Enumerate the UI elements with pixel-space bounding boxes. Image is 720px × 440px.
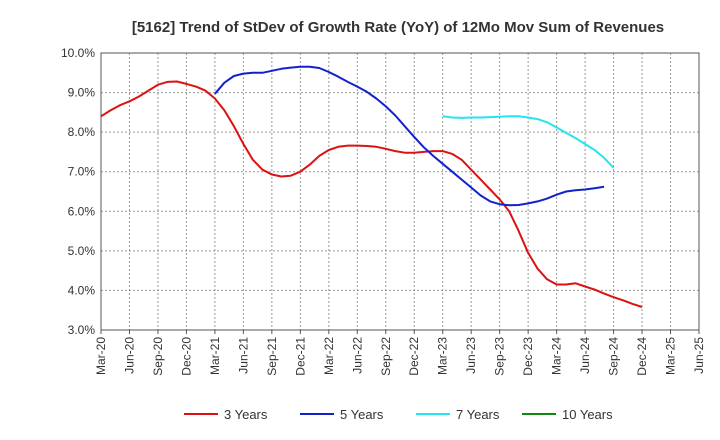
y-tick-label: 3.0% [68, 323, 96, 337]
x-tick-label: Jun-20 [122, 337, 136, 374]
series-line-3-years [100, 80, 643, 308]
legend-label-7-years: 7 Years [456, 407, 500, 422]
plot-area-frame [100, 52, 700, 331]
legend-label-5-years: 5 Years [340, 407, 384, 422]
x-tick-label: Dec-21 [293, 337, 307, 376]
y-tick-label: 8.0% [68, 125, 96, 139]
x-tick-label: Mar-24 [550, 337, 564, 375]
legend-label-3-years: 3 Years [224, 407, 268, 422]
series-line-5-years [214, 65, 605, 207]
x-tick-label: Jun-23 [464, 337, 478, 374]
x-tick-label: Jun-21 [236, 337, 250, 374]
x-tick-label: Sep-20 [151, 337, 165, 376]
series-lines [100, 65, 643, 308]
y-axis: 3.0% 4.0% 5.0% 6.0% 7.0% 8.0% 9.0% 10.0% [61, 46, 95, 337]
x-tick-label: Mar-21 [208, 337, 222, 375]
y-tick-label: 5.0% [68, 244, 96, 258]
y-tick-label: 7.0% [68, 165, 96, 179]
x-tick-label: Mar-23 [436, 337, 450, 375]
x-tick-label: Mar-22 [322, 337, 336, 375]
y-tick-label: 4.0% [68, 283, 96, 297]
x-tick-label: Dec-22 [407, 337, 421, 376]
y-tick-label: 9.0% [68, 86, 96, 100]
x-tick-label: Dec-24 [635, 337, 649, 376]
x-tick-label: Sep-22 [379, 337, 393, 376]
x-tick-label: Jun-25 [692, 337, 706, 374]
x-tick-label: Sep-23 [493, 337, 507, 376]
chart-title: [5162] Trend of StDev of Growth Rate (Yo… [132, 19, 664, 36]
gridlines [101, 53, 699, 330]
x-tick-label: Dec-20 [179, 337, 193, 376]
series-line-7-years [442, 115, 615, 169]
legend: 3 Years 5 Years 7 Years 10 Years [184, 407, 613, 422]
x-tick-label: Jun-24 [578, 337, 592, 374]
y-tick-label: 10.0% [61, 46, 95, 60]
x-tick-label: Dec-23 [521, 337, 535, 376]
y-tick-label: 6.0% [68, 204, 96, 218]
legend-label-10-years: 10 Years [562, 407, 613, 422]
x-tick-label: Mar-20 [94, 337, 108, 375]
x-tick-label: Sep-24 [607, 337, 621, 376]
x-tick-label: Jun-22 [350, 337, 364, 374]
x-tick-label: Mar-25 [664, 337, 678, 375]
x-axis: Mar-20 Jun-20 Sep-20 Dec-20 Mar-21 Jun-21 Sep-… [94, 330, 706, 376]
x-tick-label: Sep-21 [265, 337, 279, 376]
